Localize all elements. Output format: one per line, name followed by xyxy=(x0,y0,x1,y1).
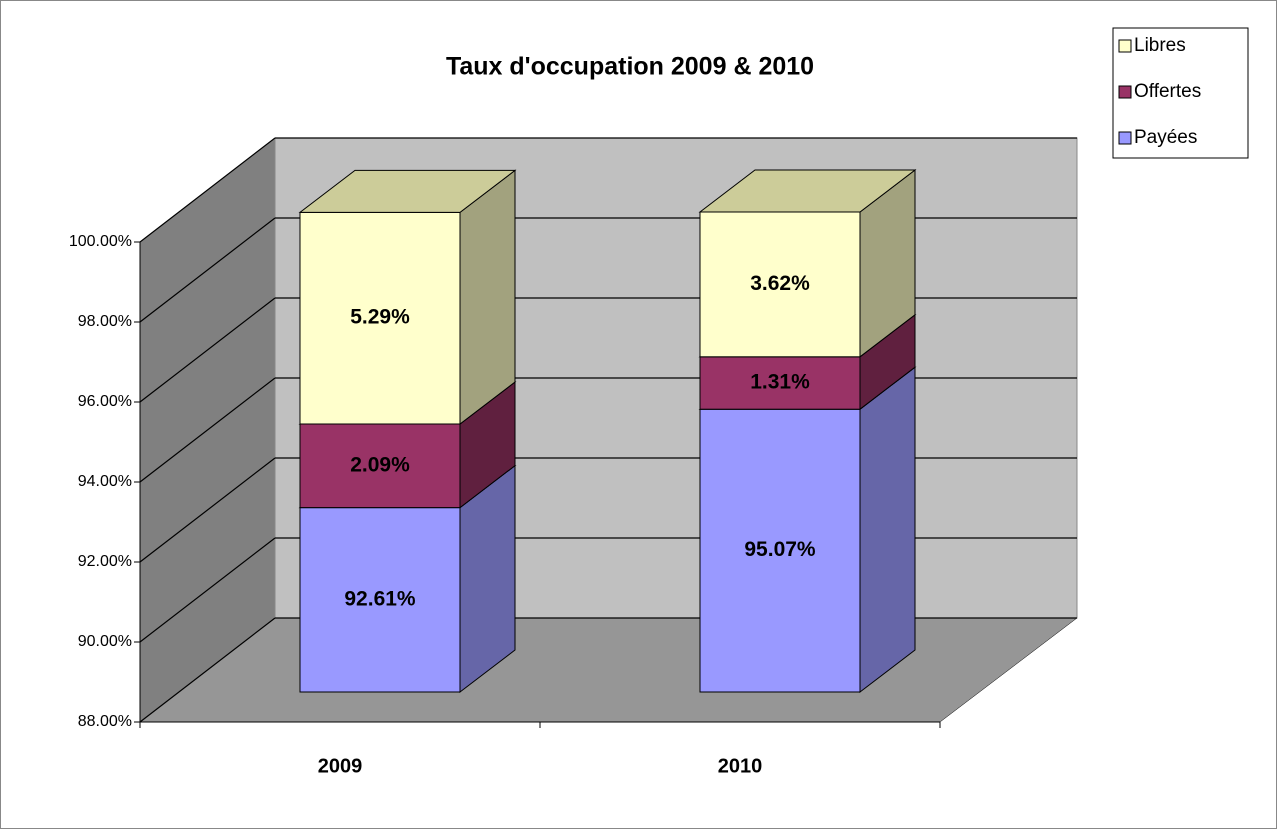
data-label: 92.61% xyxy=(344,587,416,610)
bar-side xyxy=(859,366,916,694)
y-tick-label: 96.00% xyxy=(78,393,132,410)
data-label: 1.31% xyxy=(750,371,810,394)
y-tick-label: 92.00% xyxy=(78,553,132,570)
bar xyxy=(699,408,861,693)
legend-swatch xyxy=(1118,39,1132,53)
y-tick-label: 88.00% xyxy=(78,713,132,730)
data-label: 3.62% xyxy=(750,272,810,295)
grid-line xyxy=(139,617,276,723)
legend-label: Libres xyxy=(1134,35,1186,56)
legend-label: Payées xyxy=(1134,127,1197,148)
grid-line xyxy=(139,137,276,243)
grid-line xyxy=(139,457,276,563)
bar-side xyxy=(459,169,516,426)
grid-line xyxy=(139,297,276,403)
walls xyxy=(139,137,1078,723)
bar xyxy=(299,507,461,693)
x-tick-label: 2009 xyxy=(318,755,363,777)
y-tick-label: 98.00% xyxy=(78,313,132,330)
grid-line xyxy=(139,217,276,323)
data-label: 2.09% xyxy=(350,453,410,476)
bar xyxy=(699,356,861,410)
x-tick-label: 2010 xyxy=(718,755,763,777)
legend-label: Offertes xyxy=(1134,81,1201,102)
y-tick-label: 90.00% xyxy=(78,633,132,650)
grid-line xyxy=(139,377,276,483)
legend xyxy=(1112,27,1249,159)
bar xyxy=(699,211,861,358)
chart-title: Taux d'occupation 2009 & 2010 xyxy=(446,53,814,81)
legend-swatch xyxy=(1118,131,1132,145)
data-label: 5.29% xyxy=(350,306,410,329)
bar-top xyxy=(698,169,917,213)
bar xyxy=(299,211,461,425)
floor xyxy=(139,617,1078,723)
grid-line xyxy=(139,537,276,643)
legend-swatch xyxy=(1118,85,1132,99)
bar xyxy=(299,423,461,509)
bar-top xyxy=(298,169,517,213)
y-tick-label: 94.00% xyxy=(78,473,132,490)
y-tick-label: 100.00% xyxy=(69,233,132,250)
data-label: 95.07% xyxy=(744,538,816,561)
